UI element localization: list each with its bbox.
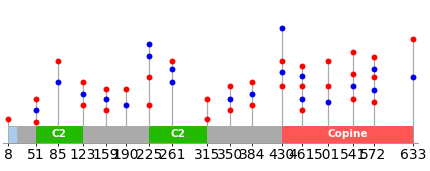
Point — [226, 109, 233, 112]
Point — [145, 54, 152, 57]
Point — [103, 97, 110, 100]
Point — [169, 81, 175, 84]
Point — [226, 97, 233, 100]
Point — [298, 109, 305, 112]
Point — [169, 68, 175, 70]
Text: C2: C2 — [170, 129, 185, 139]
Point — [324, 84, 331, 87]
Point — [298, 97, 305, 100]
Point — [350, 51, 357, 54]
Point — [103, 109, 110, 112]
Point — [298, 84, 305, 87]
Point — [370, 56, 377, 59]
Point — [103, 87, 110, 90]
Point — [145, 43, 152, 45]
Point — [79, 81, 86, 84]
Point — [226, 84, 233, 87]
Point — [145, 76, 152, 79]
Point — [33, 121, 40, 123]
Point — [79, 104, 86, 107]
Point — [33, 109, 40, 112]
Point — [278, 59, 285, 62]
Point — [370, 101, 377, 103]
Point — [350, 84, 357, 87]
Point — [145, 104, 152, 107]
Point — [278, 71, 285, 74]
Point — [278, 84, 285, 87]
Point — [370, 89, 377, 92]
Bar — [149, 126, 207, 143]
Point — [248, 104, 255, 107]
Point — [123, 87, 129, 90]
Bar — [8, 126, 17, 143]
Bar — [282, 126, 413, 143]
Point — [409, 76, 416, 79]
Point — [324, 59, 331, 62]
Point — [55, 81, 61, 84]
Point — [123, 104, 129, 107]
Point — [324, 101, 331, 103]
Point — [5, 117, 12, 120]
Point — [370, 68, 377, 70]
Point — [79, 92, 86, 95]
Point — [278, 26, 285, 29]
Bar — [404, 126, 413, 143]
Point — [33, 97, 40, 100]
Bar — [36, 126, 83, 143]
Point — [204, 97, 211, 100]
Point — [298, 64, 305, 67]
Point — [169, 59, 175, 62]
Point — [55, 59, 61, 62]
Point — [248, 92, 255, 95]
Point — [350, 73, 357, 75]
Point — [370, 76, 377, 79]
Point — [409, 38, 416, 41]
Point — [298, 74, 305, 77]
Bar — [8, 126, 413, 143]
Point — [248, 81, 255, 84]
Point — [204, 117, 211, 120]
Text: C2: C2 — [52, 129, 67, 139]
Text: Copine: Copine — [327, 129, 368, 139]
Point — [350, 97, 357, 100]
